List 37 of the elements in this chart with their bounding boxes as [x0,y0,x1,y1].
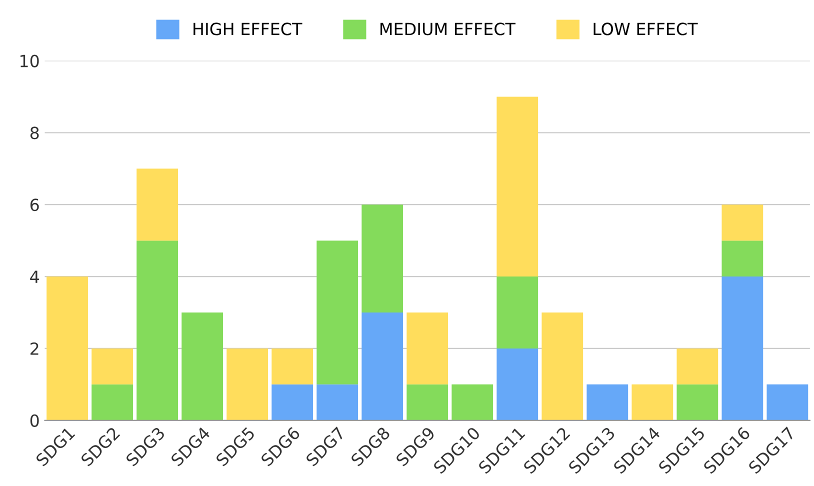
bar [92,348,133,384]
y-tick-label: 0 [30,414,39,427]
bar [46,276,88,420]
bar [632,384,674,420]
bar [362,204,404,312]
bar [406,384,448,420]
bar [722,240,764,277]
bar [92,384,133,420]
bar [136,168,178,241]
bar [586,384,628,420]
legend-label: LOW EFFECT [594,22,698,36]
bar [362,312,404,420]
bar [406,312,448,384]
bar [272,384,314,420]
y-tick-label: 6 [30,198,39,212]
bar [722,204,764,241]
bar [496,276,538,348]
bar [136,240,178,420]
bar [722,276,764,420]
y-tick-label: 4 [30,270,39,283]
bar [496,96,538,277]
bar [496,348,538,420]
bar [542,312,584,420]
y-tick-label: 10 [20,54,39,68]
bar [452,384,494,420]
y-tick-label: 2 [30,342,38,355]
bar [766,384,808,420]
bar [182,312,224,420]
bar [316,384,358,420]
bar [226,348,268,420]
y-tick-label: 8 [30,126,39,140]
bar [676,384,718,420]
bar [676,348,718,384]
bar [316,240,358,384]
legend-label: HIGH EFFECT [194,22,302,36]
legend-label: MEDIUM EFFECT [380,22,516,36]
bar [272,348,314,384]
